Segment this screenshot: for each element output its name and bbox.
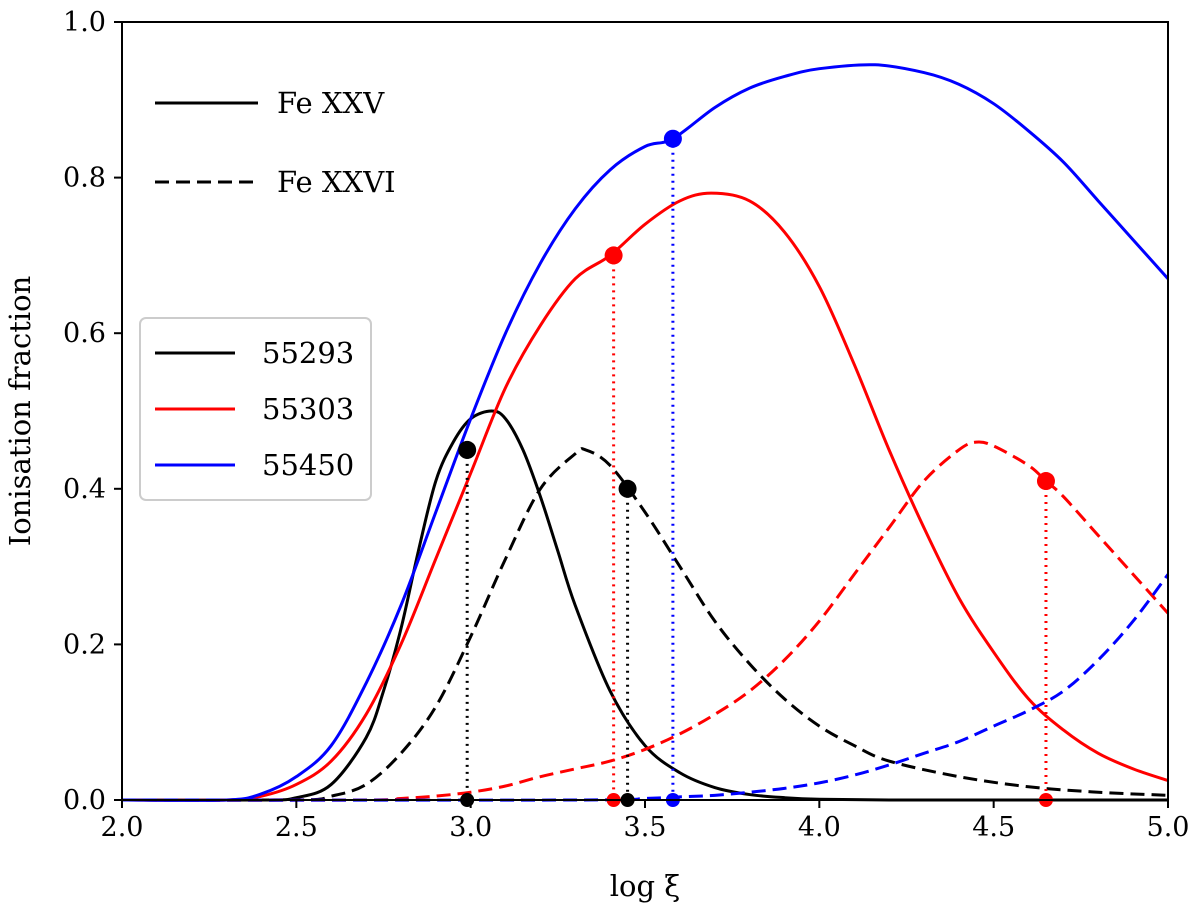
series-line-55450-fe-xxvi: [121, 573, 1170, 802]
y-axis-label: Ionisation fraction: [3, 276, 37, 547]
y-tick-label: 0.4: [63, 474, 106, 505]
axis-ticks: 2.0 2.5 3.0 3.5 4.0 4.5 5.0 0.0 0.2 0.4 0.6 0.8 1.0: [63, 7, 1189, 843]
marker-points: [458, 129, 1055, 807]
series-line-55293-fe-xxvi: [121, 447, 1169, 802]
x-axis-label: log ξ: [610, 869, 681, 903]
marker-55293-fexxv: [458, 440, 477, 459]
color-legend: 55293 55303 55450: [139, 317, 372, 501]
marker-55303-fexxvi: [1036, 472, 1055, 491]
marker-55450-fexxv: [663, 129, 682, 148]
x-tick-label: 5.0: [1147, 812, 1190, 843]
y-tick-label: 0.0: [63, 785, 106, 816]
style-legend-label: Fe XXVI: [277, 165, 396, 199]
y-tick-label: 1.0: [63, 7, 106, 38]
x-tick-label: 3.5: [624, 812, 667, 843]
x-tick-label: 2.0: [101, 812, 144, 843]
marker-55293-fexxvi: [618, 479, 637, 498]
marker-55303-fexxv: [604, 246, 623, 265]
x-tick-label: 4.0: [798, 812, 841, 843]
y-tick-label: 0.6: [63, 318, 106, 349]
series-line-55293-fe-xxv: [121, 409, 1168, 802]
color-legend-label: 55293: [262, 336, 354, 370]
style-legend-label: Fe XXV: [277, 86, 385, 120]
y-tick-label: 0.8: [63, 163, 106, 194]
x-tick-label: 2.5: [275, 812, 318, 843]
y-tick-label: 0.2: [63, 629, 106, 660]
x-tick-label: 3.0: [449, 812, 492, 843]
series-line-55303-fe-xxv: [121, 191, 1169, 802]
series-line-55303-fe-xxvi: [121, 440, 1170, 802]
color-legend-frame: [139, 317, 372, 501]
x-tick-label: 4.5: [972, 812, 1015, 843]
color-legend-label: 55450: [262, 448, 354, 482]
series-line-55450-fe-xxv: [121, 63, 1170, 802]
style-legend: Fe XXV Fe XXVI: [155, 86, 396, 199]
color-legend-label: 55303: [262, 392, 354, 426]
